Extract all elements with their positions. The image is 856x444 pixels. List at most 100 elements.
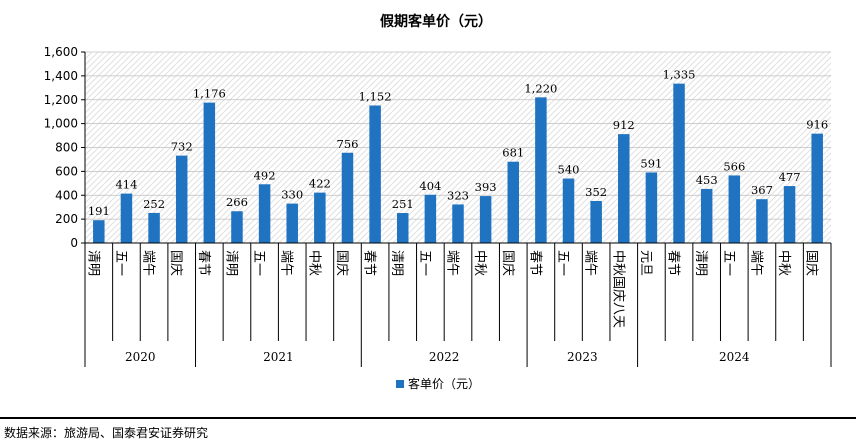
data-labels: 191 414 252 732 1,176 266 492 330 422 756 1,152 251… <box>88 68 828 219</box>
y-tick-label: 1,400 <box>44 69 78 83</box>
bar <box>811 133 823 243</box>
y-tick-label: 400 <box>55 188 78 202</box>
category-label: 端午 <box>279 250 294 276</box>
bar <box>424 194 437 243</box>
category-label: 端午 <box>748 250 763 276</box>
bar <box>452 204 464 243</box>
y-axis: 0 200 400 600 800 1,000 1,200 1,400 1,600 <box>44 45 86 250</box>
data-label: 1,152 <box>359 89 392 103</box>
category-label: 国庆 <box>500 250 515 276</box>
data-label: 1,176 <box>193 87 226 101</box>
y-tick-label: 1,600 <box>44 45 78 59</box>
data-label: 492 <box>254 168 276 182</box>
data-label: 323 <box>447 188 469 202</box>
bars <box>93 83 823 244</box>
data-label: 393 <box>475 180 497 194</box>
category-label: 五一 <box>113 250 128 276</box>
bar <box>148 212 160 243</box>
data-label: 540 <box>558 163 580 177</box>
bar <box>673 83 685 244</box>
category-label: 清明 <box>85 250 100 276</box>
data-label: 1,335 <box>663 68 696 82</box>
category-label: 五一 <box>417 250 432 276</box>
y-tick-label: 1,000 <box>44 117 78 131</box>
data-label: 453 <box>696 173 718 187</box>
legend-swatch <box>396 380 404 388</box>
data-label: 477 <box>779 170 801 184</box>
data-label: 422 <box>309 177 331 191</box>
category-label: 国庆 <box>168 250 183 276</box>
bar <box>231 211 243 243</box>
y-tick-label: 200 <box>55 212 78 226</box>
y-tick-label: 600 <box>55 164 78 178</box>
category-label: 清明 <box>223 250 238 276</box>
bar <box>700 188 713 243</box>
data-label: 191 <box>88 204 110 218</box>
bar <box>507 161 520 243</box>
bar <box>535 97 547 243</box>
bar <box>479 196 492 243</box>
category-label: 中秋 <box>306 250 321 276</box>
bar <box>286 203 298 243</box>
y-tick-label: 800 <box>55 141 78 155</box>
data-label: 367 <box>751 183 773 197</box>
bar <box>314 192 326 243</box>
bar <box>369 105 381 243</box>
group-label: 2020 <box>125 350 156 364</box>
bar <box>590 200 602 243</box>
data-label: 266 <box>226 195 248 209</box>
category-label: 中秋 <box>776 250 791 276</box>
category-label: 春节 <box>362 250 377 276</box>
bar <box>341 152 354 243</box>
bar <box>562 178 575 243</box>
group-label: 2024 <box>719 350 750 364</box>
data-label: 566 <box>723 159 745 173</box>
bar <box>203 102 216 244</box>
category-label: 中秋国庆八天 <box>610 250 625 328</box>
category-label: 春节 <box>196 250 211 276</box>
data-label: 756 <box>337 137 359 151</box>
category-label: 元旦 <box>638 250 653 276</box>
category-label: 春节 <box>666 250 681 276</box>
category-label: 五一 <box>721 250 736 276</box>
category-label: 清明 <box>389 250 404 276</box>
source-note: 数据来源：旅游局、国泰君安证券研究 <box>4 426 209 440</box>
data-label: 404 <box>419 179 441 193</box>
legend: 客单价（元） <box>396 376 480 391</box>
category-label: 春节 <box>527 250 542 276</box>
category-label: 清明 <box>693 250 708 276</box>
data-label: 352 <box>585 185 607 199</box>
data-label: 681 <box>502 146 524 160</box>
chart-title: 假期客单价（元） <box>380 13 492 30</box>
data-label: 330 <box>281 188 303 202</box>
y-tick-label: 0 <box>70 236 78 250</box>
category-label: 端午 <box>141 250 156 276</box>
data-label: 732 <box>171 140 193 154</box>
bar <box>645 172 658 243</box>
bar <box>783 186 796 243</box>
data-label: 912 <box>613 118 635 132</box>
data-label: 916 <box>806 118 828 132</box>
group-label: 2023 <box>567 350 598 364</box>
y-tick-label: 1,200 <box>44 93 78 107</box>
bar <box>756 199 768 243</box>
data-label: 1,220 <box>524 81 557 95</box>
footer-rule <box>0 417 856 419</box>
x-axis: 清明 五一 端午 国庆 春节 清明 五一 端午 中秋 国庆 春节 清明 五一 端午 中秋 国庆 春节 五一 端午 中秋… <box>84 242 832 367</box>
bar <box>618 134 630 243</box>
legend-label: 客单价（元） <box>408 376 480 391</box>
bar <box>93 220 105 243</box>
data-label: 414 <box>115 178 137 192</box>
bar <box>258 184 271 243</box>
bar <box>396 213 409 243</box>
bar <box>728 175 741 243</box>
data-label: 251 <box>392 197 414 211</box>
group-label: 2022 <box>429 350 460 364</box>
category-label: 国庆 <box>334 250 349 276</box>
category-label: 端午 <box>445 250 460 276</box>
category-label: 中秋 <box>472 250 487 276</box>
group-label: 2021 <box>263 350 294 364</box>
category-label: 五一 <box>251 250 266 276</box>
bar <box>120 193 133 243</box>
